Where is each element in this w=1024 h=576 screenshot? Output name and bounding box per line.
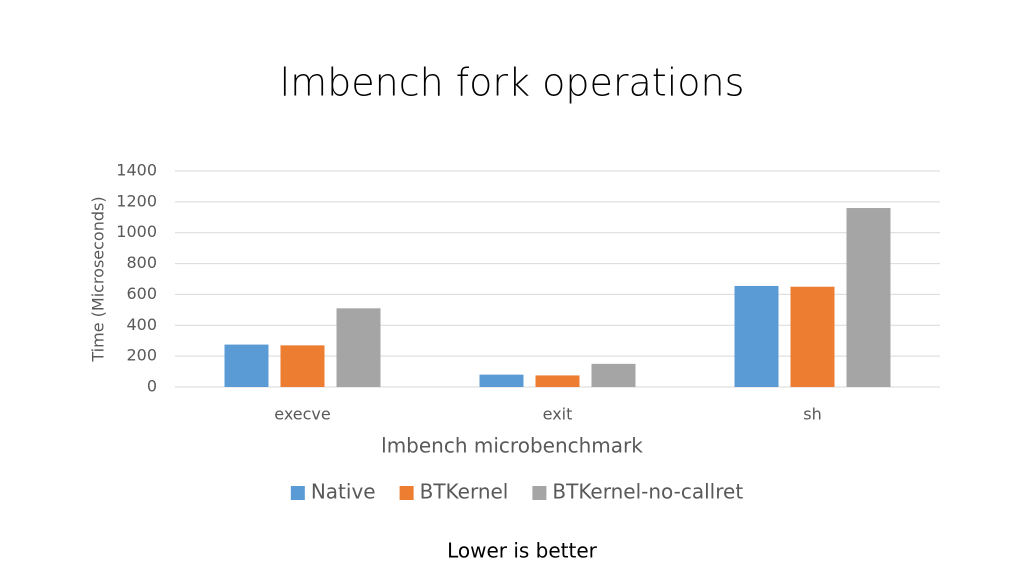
bar xyxy=(846,208,891,387)
x-axis-label: lmbench microbenchmark xyxy=(381,434,643,458)
legend-label: BTKernel-no-callret xyxy=(552,480,743,504)
legend-swatch xyxy=(532,486,547,500)
legend-label: BTKernel xyxy=(420,480,509,504)
chart-title: lmbench fork operations xyxy=(280,61,745,105)
bar xyxy=(224,344,269,387)
bar xyxy=(479,374,524,387)
legend-swatch xyxy=(399,486,414,500)
y-tick-label: 1200 xyxy=(116,191,157,210)
bar xyxy=(591,363,636,387)
bar xyxy=(336,308,381,387)
y-tick-label: 200 xyxy=(126,346,157,365)
bar xyxy=(734,285,779,387)
y-axis-label: Time (Microseconds) xyxy=(89,196,108,362)
bar xyxy=(790,286,835,387)
bar xyxy=(280,345,325,387)
bar xyxy=(535,375,580,387)
y-tick-label: 1000 xyxy=(116,222,157,241)
y-tick-label: 800 xyxy=(126,253,157,272)
y-tick-label: 400 xyxy=(126,315,157,334)
y-tick-label: 0 xyxy=(147,377,157,396)
annotation: Lower is better xyxy=(447,539,598,563)
legend-label: Native xyxy=(311,480,376,504)
x-tick-label: exit xyxy=(543,405,573,424)
x-tick-label: sh xyxy=(803,405,821,424)
y-tick-label: 1400 xyxy=(116,161,157,180)
x-tick-label: execve xyxy=(274,405,331,424)
legend-swatch xyxy=(290,486,305,500)
y-tick-label: 600 xyxy=(126,284,157,303)
